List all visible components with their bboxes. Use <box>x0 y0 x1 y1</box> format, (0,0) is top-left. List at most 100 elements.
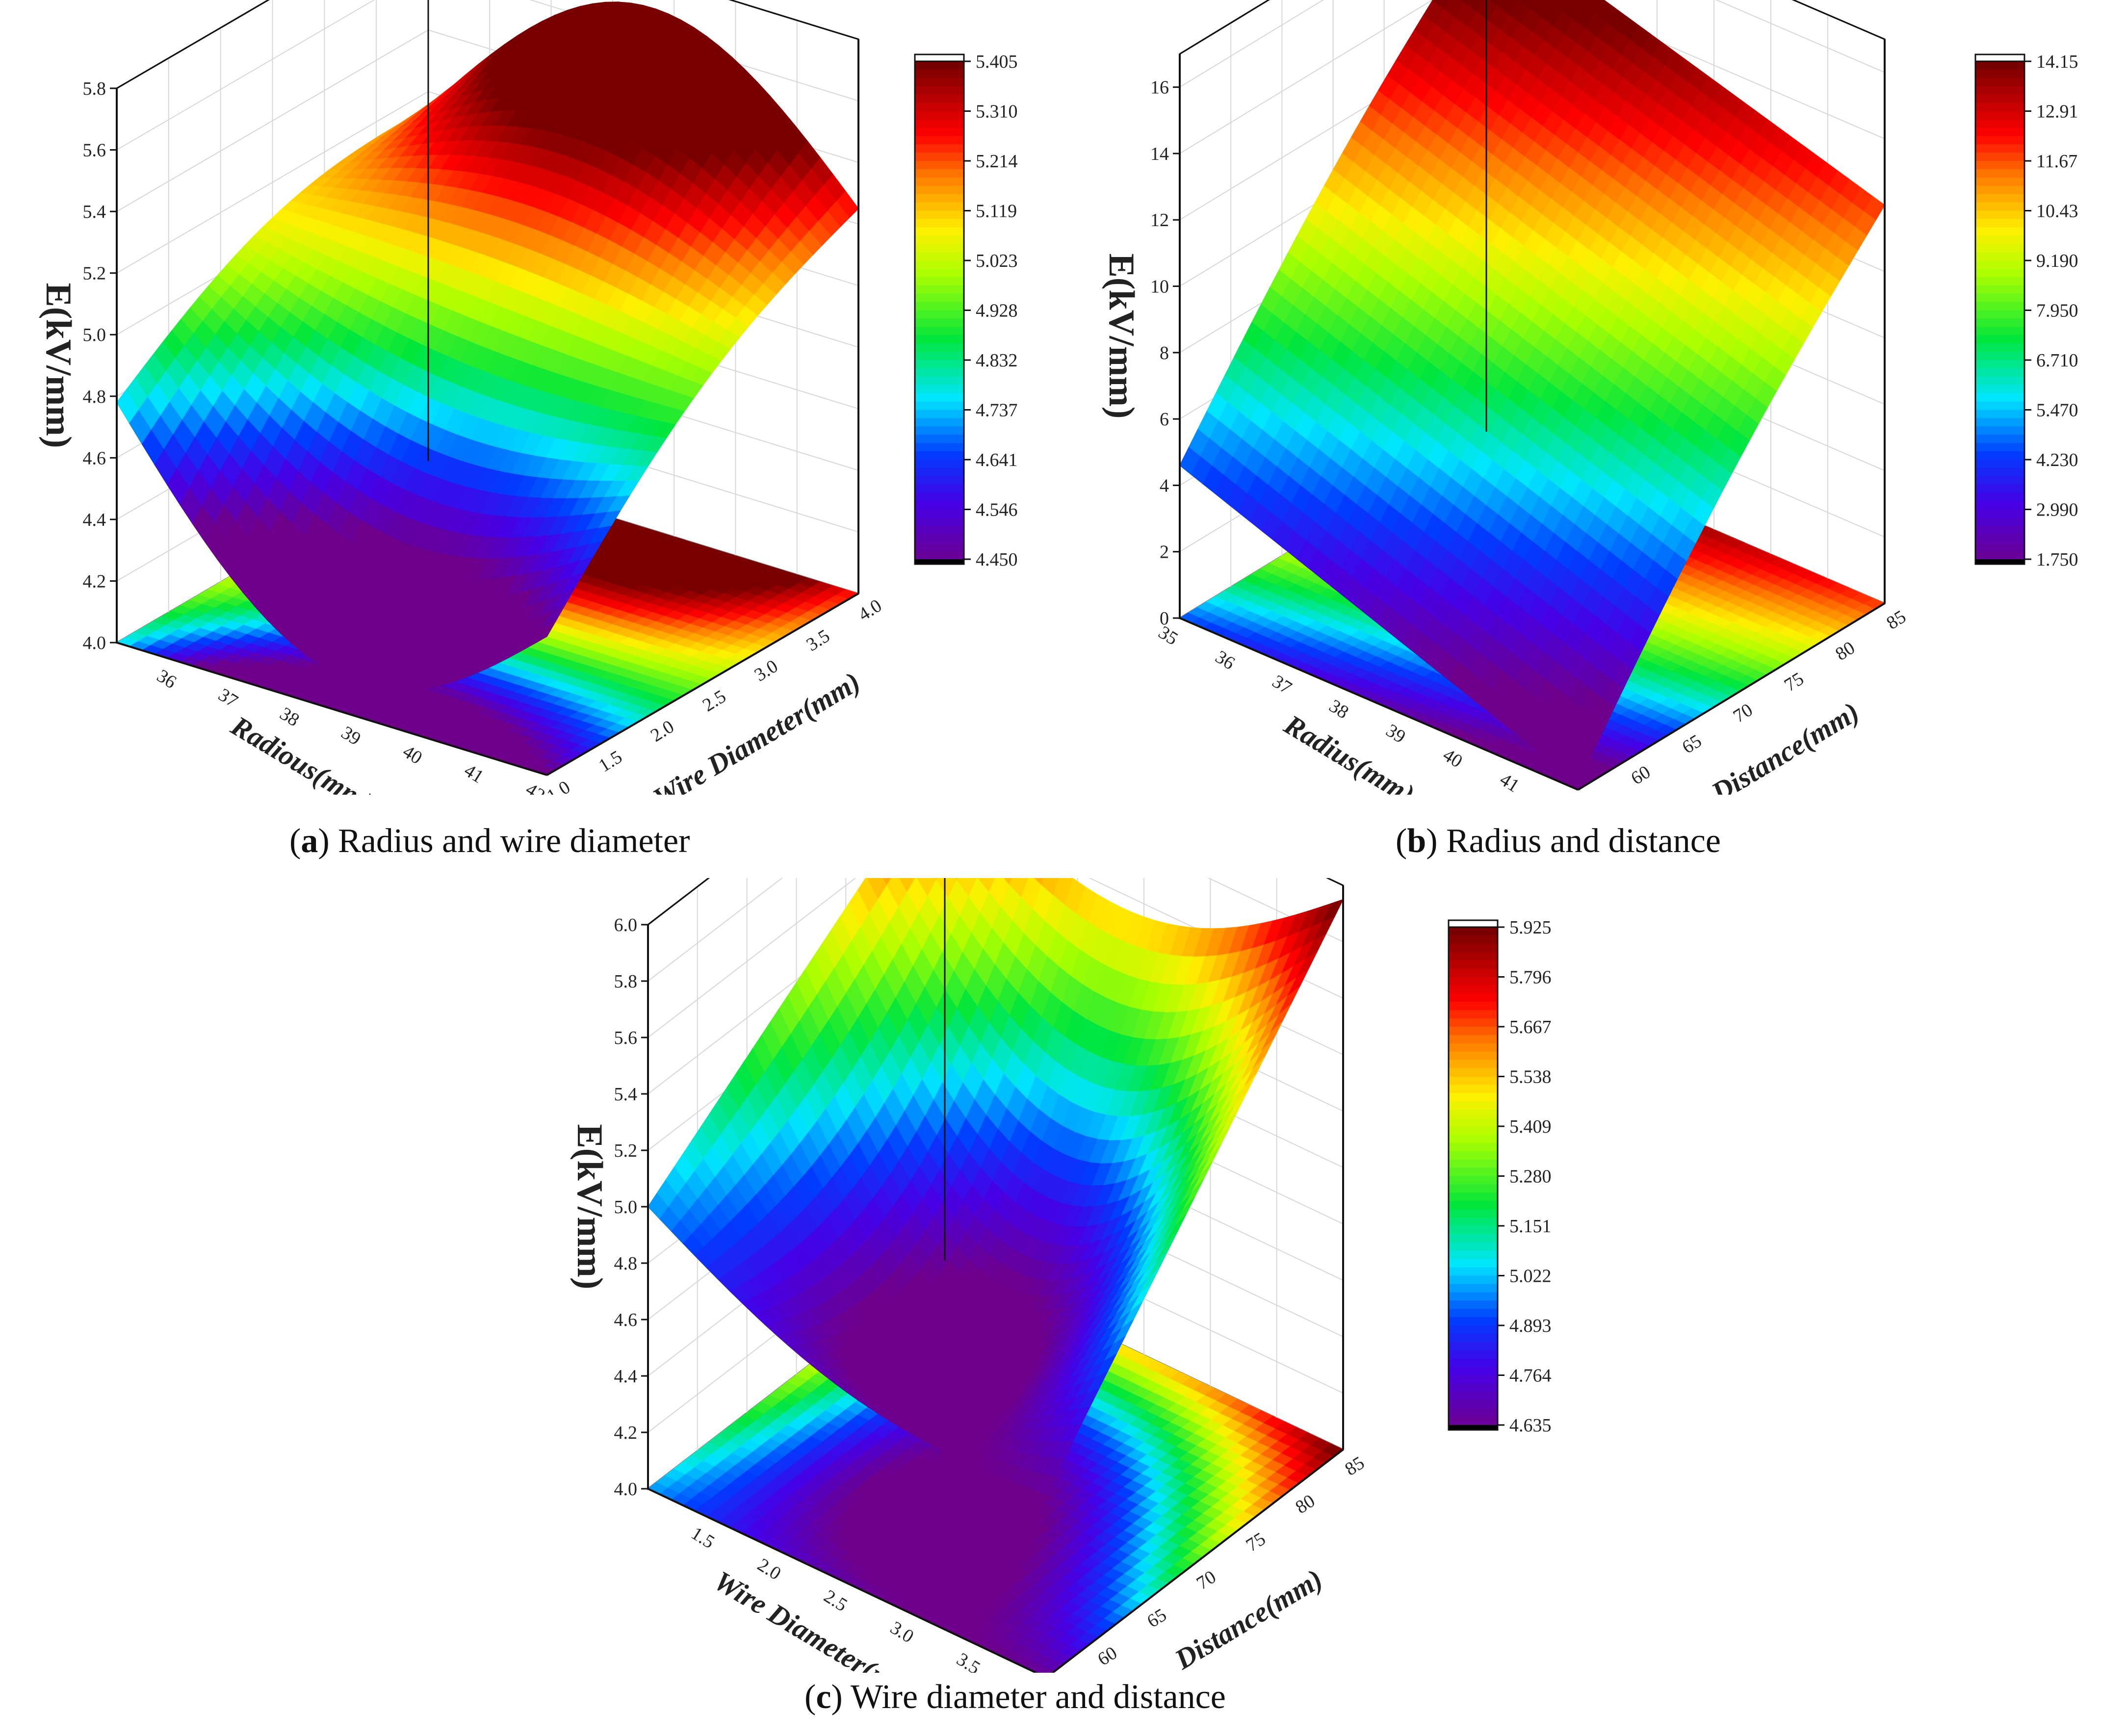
z-tick-label: 8 <box>1160 343 1169 363</box>
z-tick-label: 10 <box>1150 277 1169 297</box>
colorbar-tick-label: 5.214 <box>976 151 1018 172</box>
z-tick-label: 4.0 <box>83 633 106 653</box>
surface <box>648 878 1344 1495</box>
x-axis-label: Radious(mm) <box>225 709 379 795</box>
z-tick-label: 4.8 <box>83 387 106 407</box>
y-tick-label: 3.5 <box>803 625 834 655</box>
z-tick-label: 5.6 <box>614 1028 638 1048</box>
y-tick-label: 85 <box>1883 606 1909 634</box>
colorbar-tick-label: 12.91 <box>2036 102 2078 122</box>
x-tick-label: 36 <box>1212 647 1238 674</box>
surface-plot-a: 4.0 4.2 4.4 4.6 4.8 5.0 5.2 5.4 5.6 5.8 36 37 38 39 40… <box>38 0 1018 795</box>
z-tick-label: 4.2 <box>614 1423 638 1443</box>
z-tick-label: 5.8 <box>614 971 638 992</box>
z-tick-label: 4 <box>1160 475 1169 496</box>
x-tick-label: 3.5 <box>953 1649 984 1673</box>
colorbar-tick-label: 4.893 <box>1509 1316 1552 1336</box>
y-tick-label: 75 <box>1781 669 1807 696</box>
colorbar-tick-label: 5.151 <box>1509 1216 1552 1237</box>
colorbar-tick-label: 5.022 <box>1509 1266 1552 1287</box>
colorbar-tick-label: 4.928 <box>976 301 1018 321</box>
colorbar-tick-label: 4.832 <box>976 350 1018 371</box>
z-tick-label: 5.2 <box>83 263 106 284</box>
surface <box>1179 0 1885 784</box>
colorbar-tick-label: 5.023 <box>976 251 1018 271</box>
colorbar-tick-label: 4.230 <box>2036 450 2078 470</box>
colorbar-tick-label: 6.710 <box>2036 350 2078 371</box>
y-tick-label: 1.5 <box>595 747 626 777</box>
y-tick-label: 55 <box>1576 793 1603 795</box>
y-tick-label: 80 <box>1292 1490 1319 1518</box>
colorbar-tick-label: 4.635 <box>1509 1415 1552 1436</box>
y-tick-label: 2.5 <box>699 686 730 716</box>
colorbar-tick-label: 5.538 <box>1509 1067 1552 1088</box>
z-tick-label: 5.4 <box>614 1084 638 1105</box>
caption-a-letter: a <box>301 822 318 860</box>
caption-c-text: Wire diameter and distance <box>842 1678 1226 1716</box>
axes-frame <box>116 0 859 776</box>
x-tick-label: 38 <box>1325 696 1352 723</box>
colorbar-tick-label: 5.470 <box>2036 400 2078 421</box>
y-tick-label: 65 <box>1143 1605 1170 1632</box>
z-tick-label: 5.8 <box>83 78 106 99</box>
colorbar-tick-label: 4.764 <box>1509 1366 1552 1386</box>
x-tick-label: 2.0 <box>754 1555 785 1584</box>
z-tick-label: 4.4 <box>614 1366 638 1387</box>
surface-plot-c: 4.0 4.2 4.4 4.6 4.8 5.0 5.2 5.4 5.6 5.8 6.0 1.5 2.0 2… <box>570 878 1552 1673</box>
colorbar-tick-label: 5.119 <box>976 201 1017 222</box>
colorbar-tick-label: 5.310 <box>976 102 1018 122</box>
x-tick-label: 37 <box>215 684 241 712</box>
caption-c-letter: c <box>816 1678 831 1716</box>
z-tick-label: 5.2 <box>614 1140 638 1161</box>
plot-b: 0 2 4 6 8 10 12 14 16 35 36 37 38 39 40 41 4255 60 65 70 75 8… <box>1101 0 2078 795</box>
surface-plot-b: 0 2 4 6 8 10 12 14 16 35 36 37 38 39 40 41 4255 60 65 70 75 8… <box>1101 0 2078 795</box>
colorbar-tick-label: 2.990 <box>2036 500 2078 520</box>
colorbar-tick-label: 5.925 <box>1509 917 1552 938</box>
colorbar-tick-label: 9.190 <box>2036 251 2078 271</box>
y-tick-label: 65 <box>1679 730 1705 758</box>
colorbar-tick-label: 4.737 <box>976 400 1018 421</box>
z-tick-label: 5.0 <box>614 1197 638 1218</box>
z-ticks: 4.0 4.2 4.4 4.6 4.8 5.0 5.2 5.4 5.6 5.8 6.0 <box>614 915 648 1500</box>
y-tick-label: 4.0 <box>855 595 885 625</box>
colorbar-tick-label: 4.546 <box>976 500 1018 520</box>
y-axis-label: Distance(mm) <box>1169 1563 1328 1673</box>
x-tick-label: 42 <box>1553 794 1580 795</box>
y-tick-label: 3.0 <box>751 656 782 686</box>
z-tick-label: 5.4 <box>83 202 106 222</box>
plot-a: 4.0 4.2 4.4 4.6 4.8 5.0 5.2 5.4 5.6 5.8 36 37 38 39 40… <box>38 0 1018 795</box>
z-tick-label: 14 <box>1150 144 1169 164</box>
z-axis-label: E(kV/mm) <box>1101 253 1141 418</box>
y-tick-label: 85 <box>1341 1452 1368 1480</box>
colorbar-tick-label: 4.641 <box>976 450 1018 470</box>
z-tick-label: 2 <box>1160 542 1169 563</box>
y-tick-label: 80 <box>1832 637 1858 665</box>
caption-c: (c) Wire diameter and distance <box>804 1678 1226 1716</box>
y-axis-label: Distance(mm) <box>1706 696 1865 795</box>
z-axis-label: E(kV/mm) <box>570 1124 610 1289</box>
colorbar-tick-label: 5.405 <box>976 52 1018 72</box>
colorbar-tick-label: 7.950 <box>2036 301 2078 321</box>
y-tick-label: 1.0 <box>543 777 574 795</box>
x-tick-label: 38 <box>276 703 303 731</box>
y-tick-label: 75 <box>1243 1529 1269 1556</box>
z-axis-label: E(kV/mm) <box>38 283 78 448</box>
axes-frame <box>1179 0 1886 791</box>
caption-a-text: Radius and wire diameter <box>329 822 690 860</box>
y-tick-label: 70 <box>1730 700 1756 727</box>
x-tick-label: 39 <box>1382 720 1409 748</box>
surface <box>116 1 859 691</box>
colorbar-tick-label: 10.43 <box>2036 201 2078 222</box>
x-axis-label: Radius(mm) <box>1278 708 1420 795</box>
caption-b: (b) Radius and distance <box>1396 822 1721 860</box>
caption-b-text: Radius and distance <box>1437 822 1721 860</box>
z-ticks: 0 2 4 6 8 10 12 14 16 <box>1150 78 1180 629</box>
colorbar: 14.15 12.91 11.67 10.43 9.190 7.950 6.710 5.470… <box>1974 52 2078 570</box>
caption-a: (a) Radius and wire diameter <box>289 822 690 860</box>
colorbar-tick-label: 1.750 <box>2036 549 2078 570</box>
z-ticks: 4.0 4.2 4.4 4.6 4.8 5.0 5.2 5.4 5.6 5.8 <box>83 78 117 653</box>
z-tick-label: 4.2 <box>83 571 106 592</box>
z-tick-label: 16 <box>1150 78 1169 98</box>
x-tick-label: 41 <box>461 760 487 787</box>
panel-a: 4.0 4.2 4.4 4.6 4.8 5.0 5.2 5.4 5.6 5.8 36 37 38 39 40… <box>0 0 1063 795</box>
